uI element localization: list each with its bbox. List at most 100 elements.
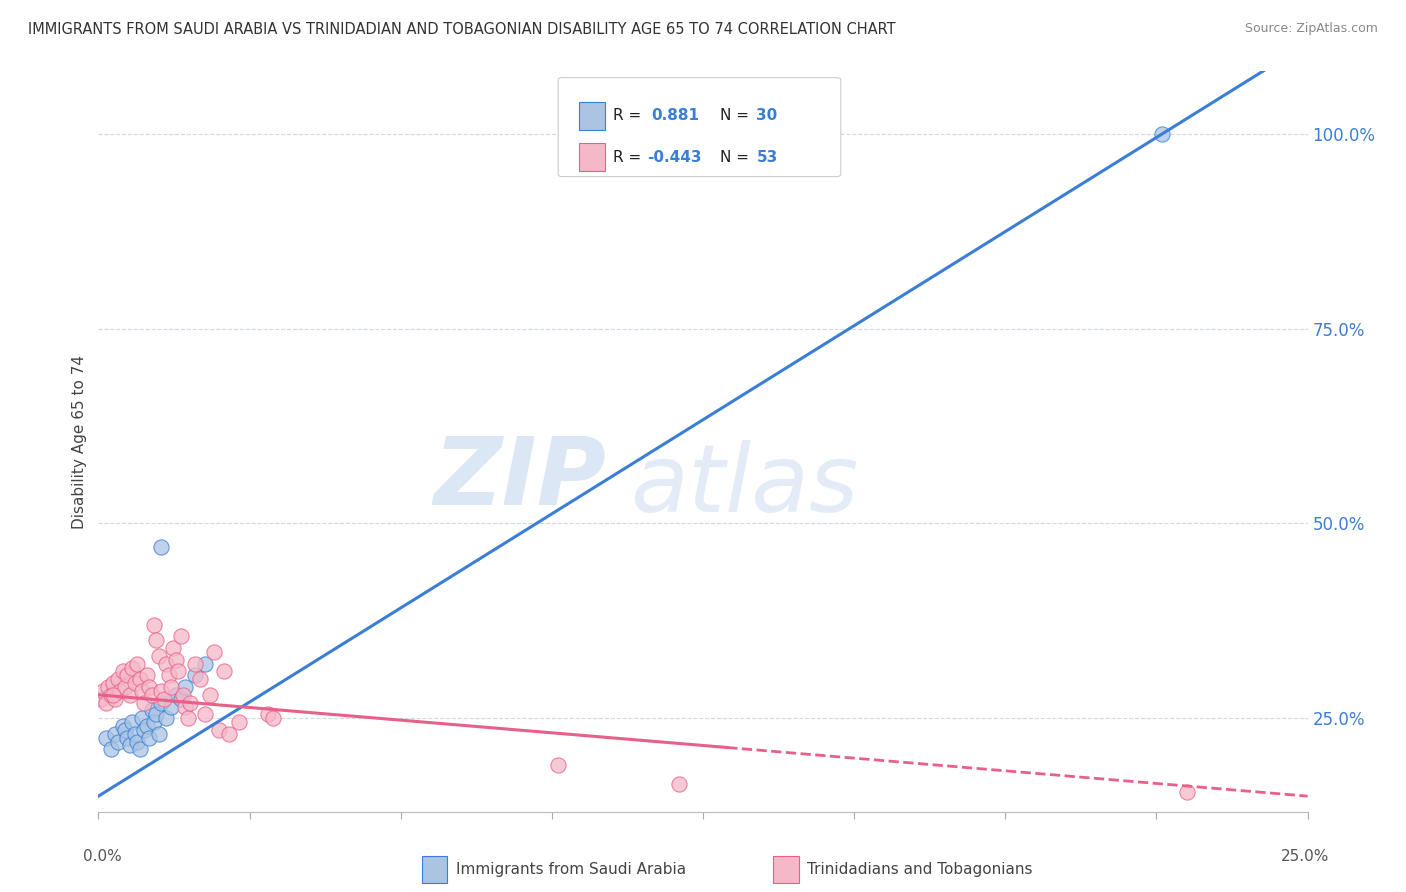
Point <box>204 645 226 659</box>
Point <box>135 719 157 733</box>
Point <box>127 657 149 671</box>
Point <box>194 657 217 671</box>
Text: N =: N = <box>720 150 754 165</box>
Text: R =: R = <box>613 150 647 165</box>
Point <box>194 707 217 722</box>
Point <box>165 688 187 702</box>
Point <box>114 680 136 694</box>
Point <box>150 696 173 710</box>
Point <box>134 696 156 710</box>
Text: -0.443: -0.443 <box>647 150 702 165</box>
Point <box>145 633 167 648</box>
Point <box>150 540 173 554</box>
Point <box>174 699 197 714</box>
Point <box>160 699 183 714</box>
Point <box>143 617 166 632</box>
Text: Trinidadians and Tobagonians: Trinidadians and Tobagonians <box>807 863 1032 877</box>
Point <box>138 731 160 745</box>
Point <box>148 727 170 741</box>
Point <box>127 734 149 748</box>
Point <box>114 723 136 737</box>
Point <box>128 742 150 756</box>
Point <box>668 777 690 791</box>
Point <box>104 691 127 706</box>
Point <box>184 657 207 671</box>
Point <box>148 648 170 663</box>
Point <box>111 719 134 733</box>
Text: Immigrants from Saudi Arabia: Immigrants from Saudi Arabia <box>456 863 686 877</box>
Point <box>101 676 124 690</box>
Point <box>117 731 139 745</box>
Point <box>118 739 141 753</box>
Point <box>165 653 187 667</box>
Point <box>131 711 153 725</box>
Point <box>108 684 131 698</box>
Point <box>135 668 157 682</box>
Text: ZIP: ZIP <box>433 433 606 524</box>
Point <box>155 711 177 725</box>
Point <box>124 727 146 741</box>
Point <box>124 676 146 690</box>
Point <box>179 696 201 710</box>
Point <box>228 715 250 730</box>
Point <box>162 641 184 656</box>
Point <box>547 758 569 772</box>
Point <box>121 660 143 674</box>
Point <box>90 691 112 706</box>
Point <box>100 742 122 756</box>
Point <box>167 665 190 679</box>
Point <box>107 672 129 686</box>
Point <box>256 707 278 722</box>
Point <box>141 703 163 717</box>
Point <box>94 731 117 745</box>
Text: Source: ZipAtlas.com: Source: ZipAtlas.com <box>1244 22 1378 36</box>
Point <box>157 668 180 682</box>
Point <box>121 715 143 730</box>
Point <box>128 672 150 686</box>
Point <box>198 688 221 702</box>
Point <box>218 727 240 741</box>
Text: 30: 30 <box>756 108 778 123</box>
Point <box>141 688 163 702</box>
Point <box>184 668 207 682</box>
Text: R =: R = <box>613 108 647 123</box>
Point <box>94 696 117 710</box>
Point <box>177 711 200 725</box>
Point <box>91 684 114 698</box>
Text: 0.881: 0.881 <box>651 108 699 123</box>
Point <box>188 672 211 686</box>
Point <box>212 665 235 679</box>
Point <box>172 688 194 702</box>
Point <box>107 734 129 748</box>
Point <box>160 680 183 694</box>
Point <box>145 707 167 722</box>
Point <box>104 727 127 741</box>
Point <box>111 665 134 679</box>
Text: 25.0%: 25.0% <box>1281 849 1329 863</box>
Y-axis label: Disability Age 65 to 74: Disability Age 65 to 74 <box>72 354 87 529</box>
Point <box>174 680 197 694</box>
Point <box>100 688 122 702</box>
Text: IMMIGRANTS FROM SAUDI ARABIA VS TRINIDADIAN AND TOBAGONIAN DISABILITY AGE 65 TO : IMMIGRANTS FROM SAUDI ARABIA VS TRINIDAD… <box>28 22 896 37</box>
Point <box>101 688 124 702</box>
Point <box>155 657 177 671</box>
Point <box>152 691 174 706</box>
Point <box>208 723 231 737</box>
Text: N =: N = <box>720 108 754 123</box>
Point <box>150 684 173 698</box>
Text: atlas: atlas <box>630 441 859 532</box>
Point <box>138 680 160 694</box>
Text: 53: 53 <box>756 150 778 165</box>
Point <box>97 680 120 694</box>
Point <box>1175 785 1198 799</box>
Point <box>117 668 139 682</box>
Point <box>262 711 284 725</box>
Text: 0.0%: 0.0% <box>83 849 122 863</box>
Point <box>1152 127 1174 141</box>
Point <box>118 688 141 702</box>
Point <box>131 684 153 698</box>
Point <box>143 715 166 730</box>
Point <box>169 629 191 643</box>
Point <box>169 691 191 706</box>
Point <box>134 723 156 737</box>
